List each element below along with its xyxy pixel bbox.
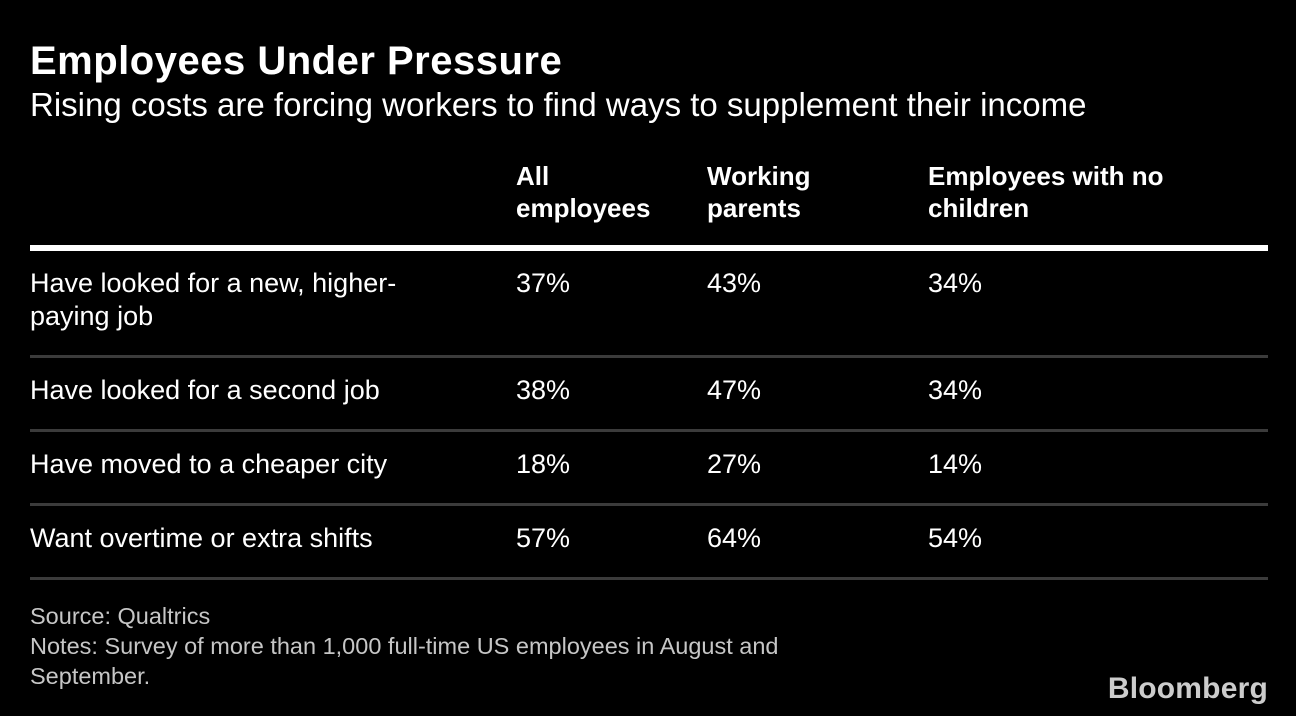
row-value-all-employees: 57%: [516, 523, 571, 553]
row-value-working-parents: 47%: [707, 375, 762, 405]
row-value-working-parents: 43%: [707, 268, 762, 298]
row-label: Have looked for a second job: [30, 375, 380, 405]
bloomberg-logo: Bloomberg: [1107, 672, 1268, 705]
table-row: Have moved to a cheaper city 18% 27% 14%: [30, 432, 1268, 506]
header-cell-all-employees: All employees: [516, 161, 651, 223]
source-line: Source: Qualtrics: [30, 603, 211, 629]
row-value-no-children: 34%: [928, 268, 983, 298]
table-row: Have looked for a new, higher- paying jo…: [30, 251, 1268, 358]
notes-line: Notes: Survey of more than 1,000 full-ti…: [30, 633, 779, 689]
footer: Source: Qualtrics Notes: Survey of more …: [30, 601, 778, 691]
row-label: Have looked for a new, higher- paying jo…: [30, 268, 397, 331]
row-value-all-employees: 37%: [516, 268, 571, 298]
chart-subtitle: Rising costs are forcing workers to find…: [30, 86, 1087, 123]
chart-title: Employees Under Pressure: [30, 39, 563, 83]
header-cell-working-parents: Working parents: [707, 161, 811, 223]
header-cell-no-children: Employees with no children: [928, 161, 1164, 223]
data-table: All employees Working parents Employees …: [30, 160, 1268, 580]
row-value-all-employees: 18%: [516, 449, 571, 479]
row-value-working-parents: 64%: [707, 523, 762, 553]
row-value-no-children: 54%: [928, 523, 983, 553]
table-header-row: All employees Working parents Employees …: [30, 160, 1268, 251]
row-value-all-employees: 38%: [516, 375, 571, 405]
table-row: Have looked for a second job 38% 47% 34%: [30, 358, 1268, 432]
row-value-working-parents: 27%: [707, 449, 762, 479]
row-value-no-children: 14%: [928, 449, 983, 479]
table-row: Want overtime or extra shifts 57% 64% 54…: [30, 506, 1268, 580]
row-value-no-children: 34%: [928, 375, 983, 405]
header-cell-blank: [30, 160, 516, 245]
row-label: Want overtime or extra shifts: [30, 523, 373, 553]
row-label: Have moved to a cheaper city: [30, 449, 388, 479]
